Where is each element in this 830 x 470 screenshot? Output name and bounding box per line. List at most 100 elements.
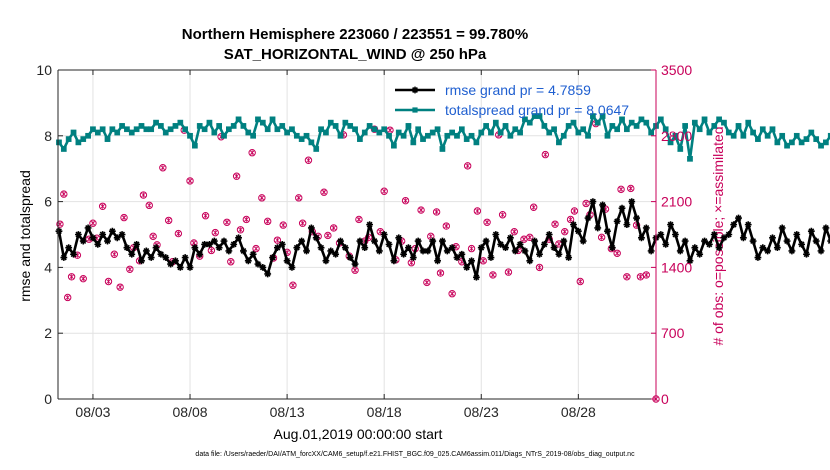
totalspread-marker <box>298 136 305 142</box>
rmse-marker <box>439 237 446 245</box>
totalspread-marker <box>124 126 130 133</box>
totalspread-marker <box>658 116 664 123</box>
y-tick-label-left: 10 <box>36 62 52 78</box>
totalspread-marker <box>789 139 795 146</box>
obs-marker <box>279 221 287 229</box>
totalspread-marker <box>813 136 820 142</box>
totalspread-marker <box>128 129 135 136</box>
totalspread-marker <box>570 119 577 126</box>
rmse-marker <box>385 240 393 248</box>
obs-marker <box>139 191 148 199</box>
totalspread-marker <box>580 126 587 133</box>
totalspread-marker <box>463 136 470 142</box>
totalspread-marker <box>823 139 829 146</box>
rmse-marker <box>176 264 184 271</box>
totalspread-marker <box>371 126 378 133</box>
totalspread-marker <box>56 139 62 146</box>
rmse-marker <box>764 247 772 255</box>
obs-marker <box>227 258 235 266</box>
rmse-marker <box>497 240 505 248</box>
x-tick-label: 08/18 <box>367 404 402 420</box>
rmse-marker <box>414 237 422 245</box>
rmse-marker <box>419 247 427 255</box>
rmse-marker <box>589 198 597 205</box>
obs-marker <box>104 277 113 286</box>
obs-marker <box>120 213 128 222</box>
totalspread-marker <box>691 119 698 126</box>
rmse-marker <box>210 237 218 245</box>
obs-marker <box>436 269 445 277</box>
rmse-marker <box>138 257 145 265</box>
rmse-marker <box>739 234 747 242</box>
totalspread-marker <box>444 132 451 139</box>
rmse-marker <box>409 254 417 261</box>
data-file-footnote: data file: /Users/raeder/DAI/ATM_forcXX/… <box>195 451 635 458</box>
totalspread-marker <box>614 126 621 133</box>
rmse-marker <box>599 201 607 209</box>
rmse-marker <box>128 250 136 258</box>
obs-marker <box>423 278 431 287</box>
rmse-marker <box>434 257 441 265</box>
totalspread-marker <box>827 132 830 139</box>
totalspread-marker <box>745 119 752 126</box>
rmse-marker <box>443 247 451 255</box>
totalspread-marker <box>803 136 810 142</box>
obs-marker <box>401 196 410 205</box>
rmse-marker <box>453 254 461 261</box>
rmse-marker <box>113 234 121 242</box>
rmse-marker <box>327 247 335 255</box>
totalspread-marker <box>381 126 388 133</box>
rmse-marker <box>628 198 636 205</box>
obs-marker <box>126 265 134 273</box>
totalspread-marker <box>425 132 431 139</box>
totalspread-marker <box>172 123 179 129</box>
totalspread-marker <box>109 126 116 133</box>
totalspread-marker <box>259 119 266 126</box>
rmse-marker <box>803 250 810 258</box>
rmse-marker <box>424 247 432 255</box>
rmse-marker <box>778 224 786 232</box>
rmse-marker <box>817 247 825 255</box>
rmse-marker <box>332 250 340 258</box>
rmse-marker <box>788 247 796 255</box>
obs-marker <box>324 231 332 240</box>
totalspread-marker <box>182 126 189 133</box>
rmse-marker <box>812 237 820 245</box>
rmse-marker <box>167 260 175 268</box>
rmse-marker <box>346 254 354 261</box>
rmse-marker <box>565 254 573 261</box>
totalspread-marker <box>667 139 674 146</box>
legend-marker-rmse <box>411 86 419 94</box>
totalspread-marker <box>769 126 776 133</box>
rmse-marker <box>162 254 170 261</box>
rmse-marker <box>298 237 306 245</box>
totalspread-marker <box>701 116 708 123</box>
rmse-marker <box>647 247 655 255</box>
rmse-marker <box>487 254 495 261</box>
obs-marker <box>597 233 606 242</box>
rmse-marker <box>691 244 699 252</box>
totalspread-marker <box>449 129 455 136</box>
rmse-marker <box>249 250 257 258</box>
totalspread-marker <box>458 126 465 133</box>
legend-marker-spread <box>412 107 418 113</box>
totalspread-marker <box>454 132 460 139</box>
totalspread-marker <box>468 132 475 139</box>
totalspread-marker <box>405 123 412 129</box>
rmse-marker <box>283 257 291 265</box>
totalspread-marker <box>357 136 363 142</box>
y-tick-label-right: 0 <box>661 391 669 407</box>
totalspread-marker <box>240 123 247 129</box>
rmse-marker <box>608 244 616 252</box>
totalspread-marker <box>735 123 742 129</box>
totalspread-marker <box>410 139 417 146</box>
rmse-marker <box>133 240 141 248</box>
totalspread-marker <box>818 142 824 149</box>
totalspread-marker <box>798 139 805 146</box>
obs-marker <box>56 220 64 228</box>
totalspread-marker <box>94 129 101 136</box>
totalspread-marker <box>192 142 198 149</box>
rmse-marker <box>273 244 281 252</box>
rmse-marker <box>759 244 767 252</box>
